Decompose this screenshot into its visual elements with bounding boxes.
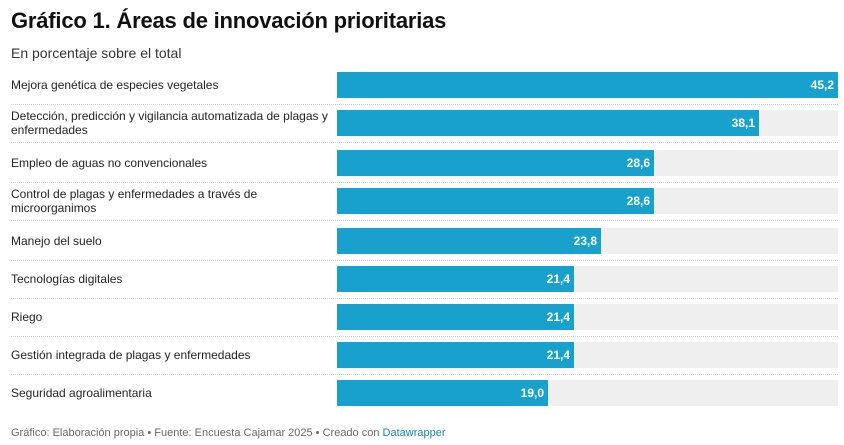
bar: 19,0 (337, 380, 548, 406)
category-label: Control de plagas y enfermedades a travé… (11, 187, 258, 215)
category-label: Manejo del suelo (11, 234, 102, 248)
category-label: Tecnologías digitales (11, 272, 123, 286)
category-label: Riego (11, 310, 43, 324)
category-label: Mejora genética de especies vegetales (11, 78, 219, 92)
bar-track: 21,4 (337, 342, 838, 368)
bar: 21,4 (337, 342, 574, 368)
datawrapper-link[interactable]: Datawrapper (382, 427, 446, 439)
bar: 28,6 (337, 188, 654, 214)
chart-footer: Gráfico: Elaboración propia • Fuente: En… (11, 427, 446, 439)
bar: 28,6 (337, 150, 654, 176)
row-divider (11, 220, 838, 221)
value-label: 21,4 (546, 310, 570, 324)
bar-track: 21,4 (337, 266, 838, 292)
bar: 23,8 (337, 228, 601, 254)
bar-track: 28,6 (337, 150, 838, 176)
bar-track: 23,8 (337, 228, 838, 254)
category-label: Gestión integrada de plagas y enfermedad… (11, 348, 251, 362)
value-label: 28,6 (626, 156, 650, 170)
value-label: 23,8 (573, 234, 597, 248)
value-label: 38,1 (731, 116, 755, 130)
footer-credits: Gráfico: Elaboración propia • Fuente: En… (11, 427, 383, 439)
row-divider (11, 104, 838, 105)
category-label: Detección, predicción y vigilancia autom… (11, 109, 328, 137)
value-label: 45,2 (810, 78, 834, 92)
value-label: 28,6 (626, 194, 650, 208)
row-divider (11, 336, 838, 337)
row-divider (11, 298, 838, 299)
bar-track: 38,1 (337, 110, 838, 136)
value-label: 21,4 (546, 272, 570, 286)
bar-track: 28,6 (337, 188, 838, 214)
row-divider (11, 260, 838, 261)
row-divider (11, 374, 838, 375)
row-divider (11, 182, 838, 183)
value-label: 19,0 (520, 386, 544, 400)
bar: 21,4 (337, 304, 574, 330)
chart-subtitle: En porcentaje sobre el total (11, 45, 182, 61)
category-label: Seguridad agroalimentaria (11, 386, 152, 400)
bar-track: 45,2 (337, 72, 838, 98)
bar: 38,1 (337, 110, 759, 136)
chart-title: Gráfico 1. Áreas de innovación prioritar… (11, 8, 447, 33)
bar-track: 19,0 (337, 380, 838, 406)
bar-track: 21,4 (337, 304, 838, 330)
bar: 21,4 (337, 266, 574, 292)
bar: 45,2 (337, 72, 838, 98)
row-divider (11, 142, 838, 143)
category-label: Empleo de aguas no convencionales (11, 156, 208, 170)
value-label: 21,4 (546, 348, 570, 362)
